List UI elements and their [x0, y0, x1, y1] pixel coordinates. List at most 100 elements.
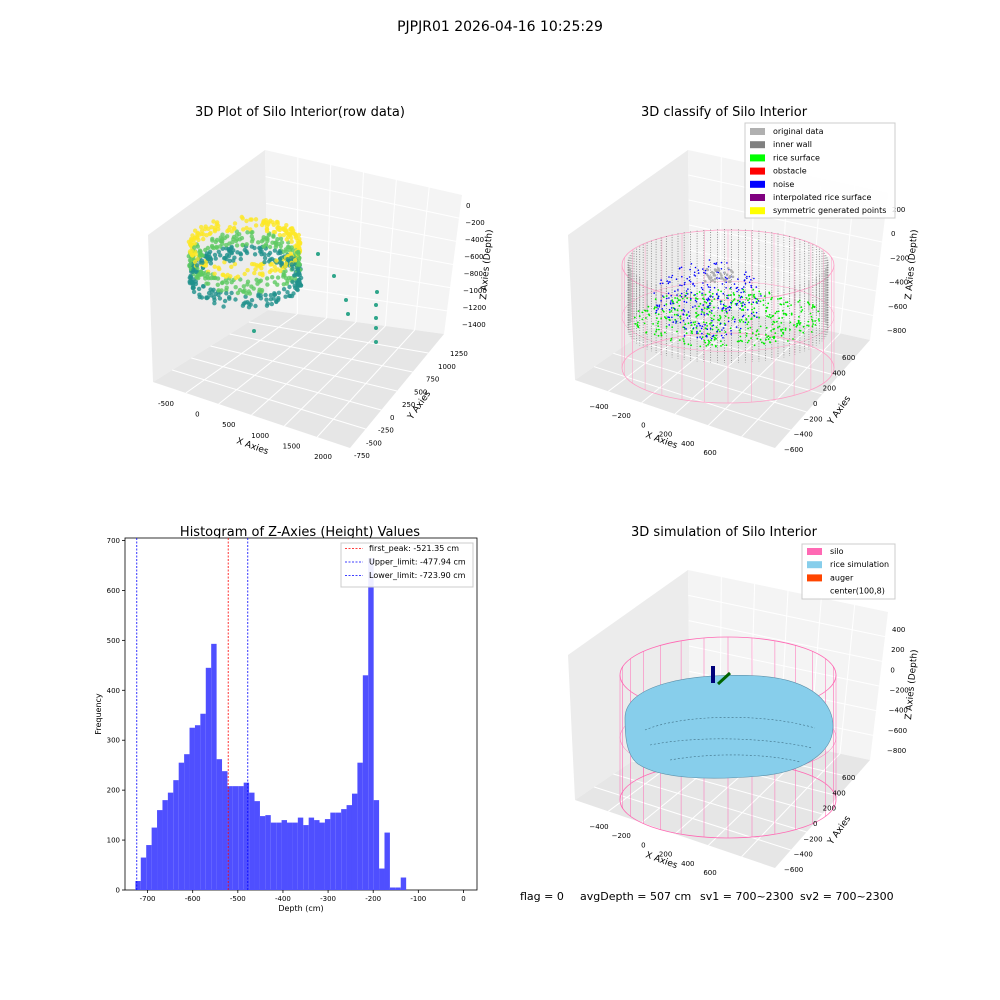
noise-point	[724, 324, 727, 326]
original-data-point	[713, 274, 717, 277]
tick-label: 500	[222, 421, 235, 429]
rice-surface-point	[725, 305, 727, 308]
tick-label: 0	[813, 400, 817, 408]
histogram-bar	[162, 800, 168, 890]
rice-surface-point	[748, 297, 751, 300]
noise-point	[718, 277, 720, 280]
rice-surface-point	[665, 295, 668, 297]
data-point	[199, 231, 204, 237]
noise-point	[708, 259, 711, 261]
rice-surface-point	[800, 310, 803, 313]
data-point	[231, 225, 237, 231]
rice-surface-point	[767, 338, 770, 341]
rice-surface-point	[671, 299, 674, 302]
rice-surface-point	[749, 326, 752, 329]
rice-surface-point	[713, 314, 716, 317]
histogram-legend-items: first_peak: -521.35 cm Upper_limit: -477.…	[345, 544, 466, 580]
rice-surface-point	[685, 314, 688, 317]
rice-surface-point	[657, 313, 660, 316]
rice-surface-point	[765, 326, 768, 329]
data-point	[287, 245, 292, 250]
data-point	[273, 240, 279, 245]
tick-label: −1400	[462, 321, 486, 329]
rice-surface-point	[677, 299, 680, 302]
legend-swatch	[750, 180, 765, 188]
noise-point	[685, 290, 688, 292]
data-point	[295, 266, 300, 272]
rice-surface-point	[655, 328, 658, 331]
tick-label: −400	[589, 823, 608, 831]
rice-surface-point	[798, 323, 801, 326]
rice-surface-point	[746, 341, 749, 344]
rice-surface-point	[738, 329, 741, 332]
rice-surface-point	[711, 292, 714, 295]
data-point	[199, 295, 205, 300]
rice-surface-point	[813, 305, 816, 308]
rice-surface-point	[723, 304, 726, 307]
data-point	[195, 244, 200, 249]
data-point	[283, 264, 288, 269]
noise-point	[737, 278, 739, 280]
histogram-bar	[205, 667, 212, 890]
data-point	[267, 244, 273, 250]
original-data-point	[719, 277, 723, 280]
data-point	[270, 240, 275, 245]
noise-point	[725, 333, 728, 336]
tick-label: 750	[426, 376, 439, 384]
histogram-bar	[389, 887, 396, 890]
noise-point	[683, 326, 686, 329]
data-point	[287, 293, 293, 299]
noise-point	[728, 309, 731, 312]
noise-point	[671, 316, 673, 319]
histogram-bar	[249, 792, 255, 890]
data-point	[192, 245, 197, 250]
rice-surface-point	[749, 293, 752, 296]
rice-surface-point	[796, 322, 798, 325]
raw-point-cloud	[186, 214, 379, 344]
noise-point	[720, 268, 723, 270]
rice-surface-point	[637, 321, 639, 324]
rice-surface-point	[679, 299, 681, 301]
rice-surface-point	[685, 332, 688, 335]
noise-point	[704, 324, 706, 326]
rice-surface-point	[767, 302, 770, 305]
noise-point	[693, 285, 696, 287]
panel-histogram: Histogram of Z-Axies (Height) Values -70…	[94, 525, 478, 913]
data-point	[213, 291, 218, 297]
noise-point	[660, 300, 662, 302]
noise-point	[655, 309, 658, 312]
rice-surface-point	[817, 310, 820, 313]
noise-point	[709, 286, 711, 289]
rice-surface-point	[647, 305, 650, 308]
x-tick-label: -500	[230, 895, 246, 903]
data-point	[265, 238, 270, 244]
rice-surface-point	[753, 344, 756, 347]
legend-label: center(100,8)	[830, 587, 885, 596]
noise-point	[748, 281, 751, 284]
noise-point	[663, 304, 666, 307]
data-point	[244, 218, 249, 224]
tick-label: −400	[794, 431, 813, 439]
data-point	[216, 288, 221, 293]
noise-point	[728, 305, 731, 308]
histogram-bar	[308, 817, 315, 890]
tick-label: −800	[887, 747, 906, 755]
rice-surface-point	[799, 322, 802, 324]
rice-surface-point	[712, 318, 715, 321]
rice-surface-point	[652, 323, 654, 325]
rice-surface-point	[665, 317, 667, 320]
rice-surface-point	[719, 317, 722, 320]
rice-surface-point	[809, 312, 812, 315]
rice-surface-point	[780, 328, 782, 331]
rice-surface-point	[657, 320, 660, 323]
noise-point	[694, 305, 696, 307]
histogram-x-label: Depth (cm)	[278, 904, 323, 913]
rice-surface-point	[679, 315, 682, 318]
rice-surface-point	[708, 291, 711, 293]
y-tick-label: 500	[107, 637, 120, 645]
x-tick-label: -600	[185, 895, 201, 903]
rice-surface-point	[668, 318, 671, 321]
data-point	[265, 282, 270, 287]
rice-surface-point	[645, 331, 647, 334]
rice-surface-point	[748, 294, 750, 296]
